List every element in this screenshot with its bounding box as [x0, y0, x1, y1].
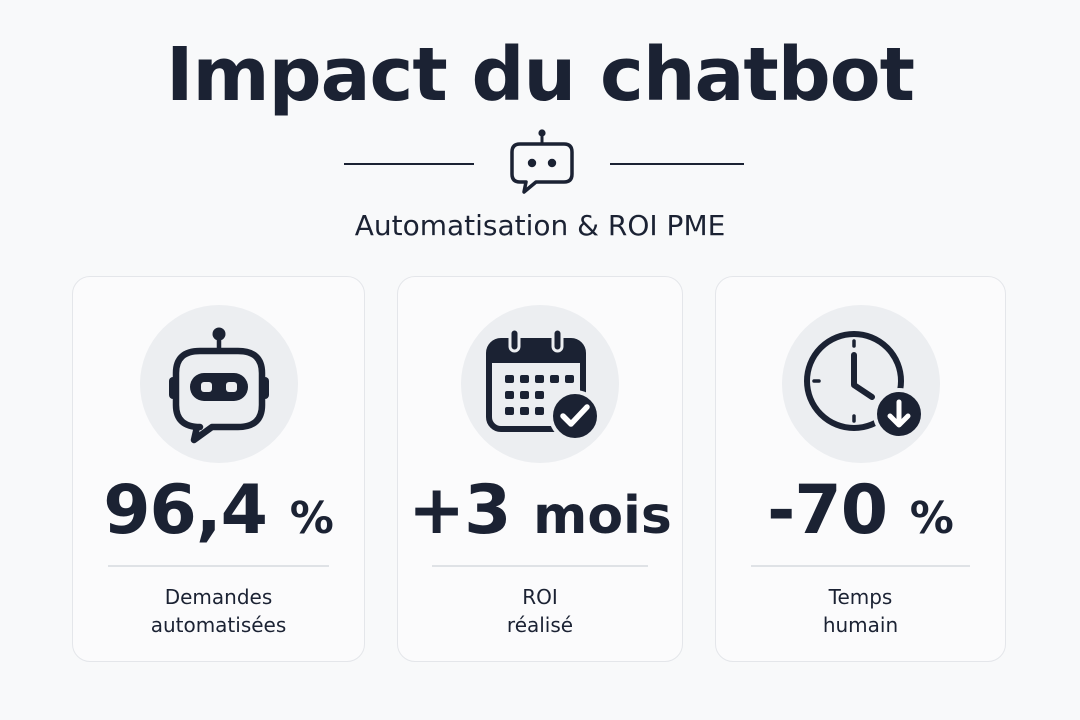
page-title: Impact du chatbot — [165, 32, 915, 118]
stat-card-human-time: -70 % Temps humain — [715, 276, 1006, 662]
stat-value: +3 mois — [408, 471, 672, 550]
icon-badge — [781, 305, 940, 463]
stat-label: Demandes automatisées — [150, 585, 287, 637]
card-separator — [750, 565, 971, 567]
stat-label: Temps humain — [822, 585, 899, 637]
clock-down-icon — [803, 331, 925, 440]
page-subtitle: Automatisation & ROI PME — [354, 209, 726, 242]
calendar-check-icon — [486, 327, 601, 442]
stat-label: ROI réalisé — [506, 585, 574, 637]
icon-badge — [461, 305, 619, 463]
stat-value: -70 % — [767, 471, 954, 550]
divider-line-right — [610, 163, 744, 165]
icon-badge — [139, 305, 298, 463]
stat-card-automated-requests: 96,4 % Demandes automatisées — [72, 276, 365, 662]
title-divider — [0, 128, 1080, 200]
stat-value: 96,4 % — [103, 471, 334, 550]
robot-chat-icon — [510, 129, 574, 194]
robot-chat-icon — [168, 327, 269, 444]
card-separator — [432, 565, 648, 567]
card-separator — [107, 565, 330, 567]
divider-line-left — [344, 163, 474, 165]
stat-card-roi: +3 mois ROI réalisé — [397, 276, 683, 662]
